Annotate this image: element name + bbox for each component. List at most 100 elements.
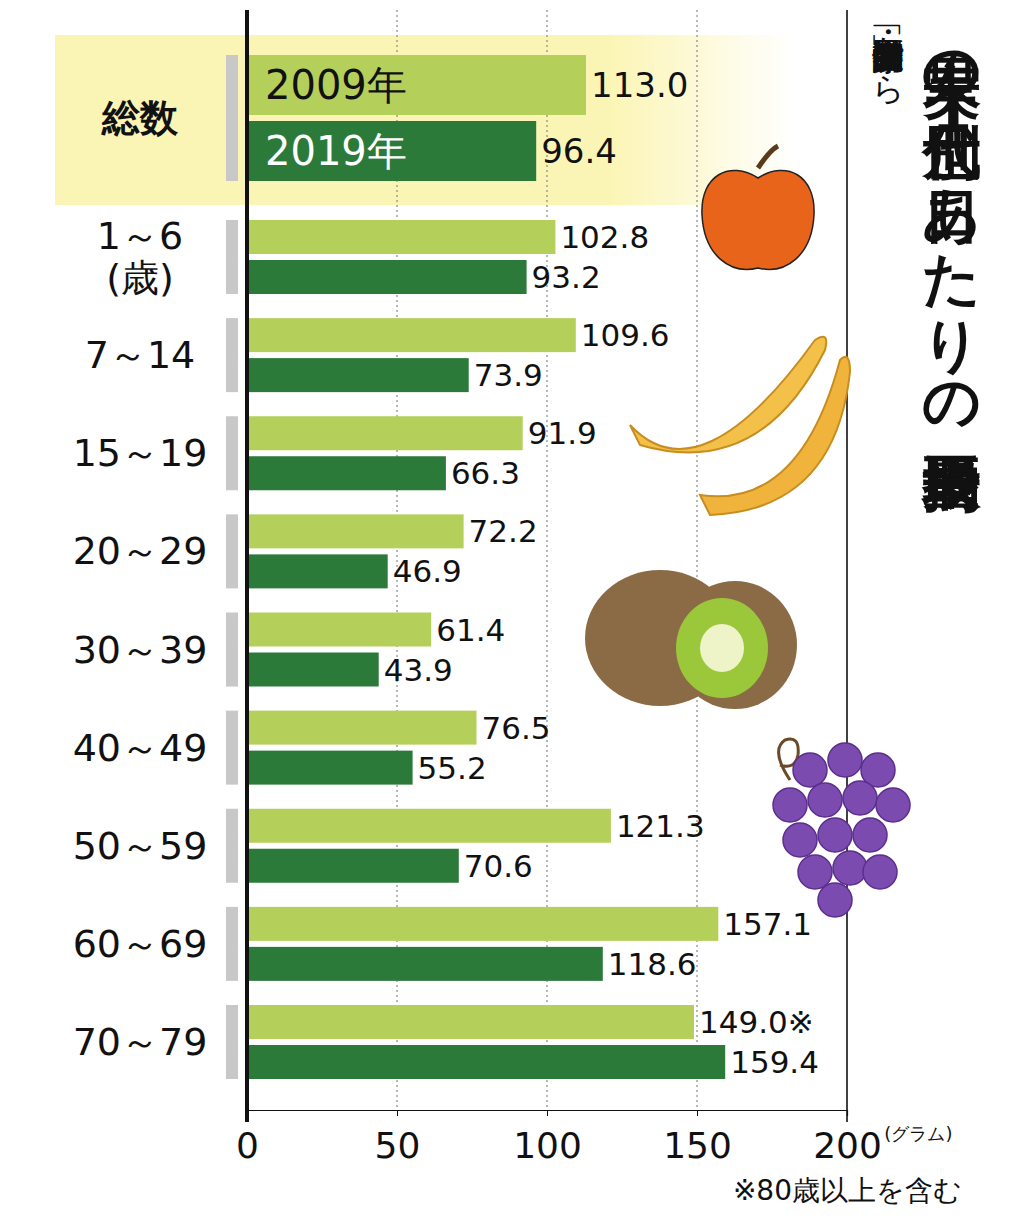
- bar: [247, 653, 379, 687]
- grid-line: [546, 10, 547, 1110]
- row-marker: [226, 1005, 238, 1079]
- row-marker: [226, 55, 238, 181]
- data-label: 113.0: [591, 65, 688, 105]
- row-marker: [226, 220, 238, 294]
- title: 果実の世代別1日あたりの平均摂取量: [918, 12, 986, 514]
- axis-line: [248, 1111, 848, 1117]
- data-label: 61.4: [436, 612, 505, 648]
- row-marker: [226, 613, 238, 687]
- source: 厚生労働省「国民健康・栄養調査」から: [869, 15, 907, 105]
- tick: 50: [375, 1110, 421, 1166]
- data-label: 91.9: [528, 415, 597, 451]
- kiwi-core: [700, 624, 744, 672]
- tick: 100: [513, 1110, 582, 1166]
- grid-line: [846, 10, 848, 1122]
- category-label: 70～79: [73, 1020, 208, 1064]
- tick-label: 0: [236, 1125, 259, 1166]
- data-label: 102.8: [560, 219, 649, 255]
- bar: [247, 711, 477, 745]
- highlight-band: [55, 35, 795, 205]
- grid-line: [245, 10, 249, 1122]
- bar: [247, 260, 527, 294]
- data-label: 76.5: [482, 710, 551, 746]
- grape: [808, 783, 842, 817]
- tick-mark: [247, 1110, 248, 1116]
- bar: [247, 55, 586, 115]
- decoration: [585, 146, 910, 917]
- grape: [773, 788, 807, 822]
- data-label: 121.3: [616, 808, 705, 844]
- tick: 0: [236, 1110, 259, 1166]
- tick: 150: [663, 1110, 732, 1166]
- tick-mark: [847, 1110, 848, 1116]
- bar: [247, 358, 469, 392]
- grape: [828, 743, 862, 777]
- grape: [798, 855, 832, 889]
- data-label: 96.4: [541, 131, 617, 171]
- category-label: 20～29: [73, 529, 208, 573]
- tick: 200: [813, 1110, 882, 1166]
- category-label: 7～14: [85, 333, 196, 377]
- category-label: 1～6(歳): [97, 214, 183, 300]
- tick-label: 150: [663, 1125, 732, 1166]
- category-label: 40～49: [73, 726, 208, 770]
- bars: [247, 55, 725, 1079]
- data-label: 109.6: [581, 317, 670, 353]
- bar: [247, 907, 718, 941]
- bar: [247, 613, 431, 647]
- footnote: ※80歳以上を含む: [733, 1174, 962, 1207]
- grape: [783, 823, 817, 857]
- grape: [833, 851, 867, 885]
- kiwi: [673, 581, 797, 709]
- row-marker: [226, 318, 238, 392]
- data-label: 73.9: [474, 357, 543, 393]
- x-axis: 0 50 100 150 200: [236, 1110, 882, 1166]
- legend-entry: 2019年: [265, 128, 407, 174]
- data-label: 149.0※: [699, 1004, 814, 1040]
- grape: [793, 753, 827, 787]
- grape: [818, 883, 852, 917]
- data-label: 157.1: [723, 906, 812, 942]
- row-markers: [226, 55, 238, 1079]
- grape: [876, 788, 910, 822]
- data-label: 46.9: [393, 553, 462, 589]
- bar: [247, 456, 446, 490]
- bar: [247, 318, 576, 352]
- axis-title: (グラム): [884, 1123, 952, 1144]
- bar: [247, 809, 611, 843]
- tick-mark: [397, 1110, 398, 1116]
- data-label: 72.2: [469, 513, 538, 549]
- grape: [818, 818, 852, 852]
- banana: [630, 337, 826, 453]
- row-marker: [226, 514, 238, 588]
- tick-label: 200: [813, 1125, 882, 1166]
- data-label: 70.6: [464, 848, 533, 884]
- data-label: 66.3: [451, 455, 520, 491]
- data-label: 93.2: [532, 259, 601, 295]
- row-marker: [226, 416, 238, 490]
- bar: [247, 751, 413, 785]
- kiwi-flesh: [676, 598, 768, 698]
- category-label: 50～59: [73, 824, 208, 868]
- bar: [247, 220, 555, 254]
- banana: [700, 357, 850, 515]
- row-marker: [226, 711, 238, 785]
- legend-entry: 2009年: [265, 62, 407, 108]
- category-label: 15～19: [73, 431, 208, 475]
- data-label: 118.6: [608, 946, 697, 982]
- chart: 050100150200(グラム)総数1～6(歳)7～1415～1920～293…: [0, 0, 1025, 1220]
- grid-line: [696, 10, 697, 1110]
- apple-stem: [758, 146, 778, 168]
- data-label: 159.4: [730, 1044, 819, 1080]
- apple: [702, 170, 814, 269]
- grape: [863, 855, 897, 889]
- tick-label: 50: [375, 1125, 421, 1166]
- tick-mark: [697, 1110, 698, 1116]
- grape: [843, 781, 877, 815]
- row-marker: [226, 907, 238, 981]
- bar: [247, 849, 459, 883]
- category-label: 60～69: [73, 922, 208, 966]
- row-marker: [226, 809, 238, 883]
- bar: [247, 514, 464, 548]
- category-label: 30～39: [73, 628, 208, 672]
